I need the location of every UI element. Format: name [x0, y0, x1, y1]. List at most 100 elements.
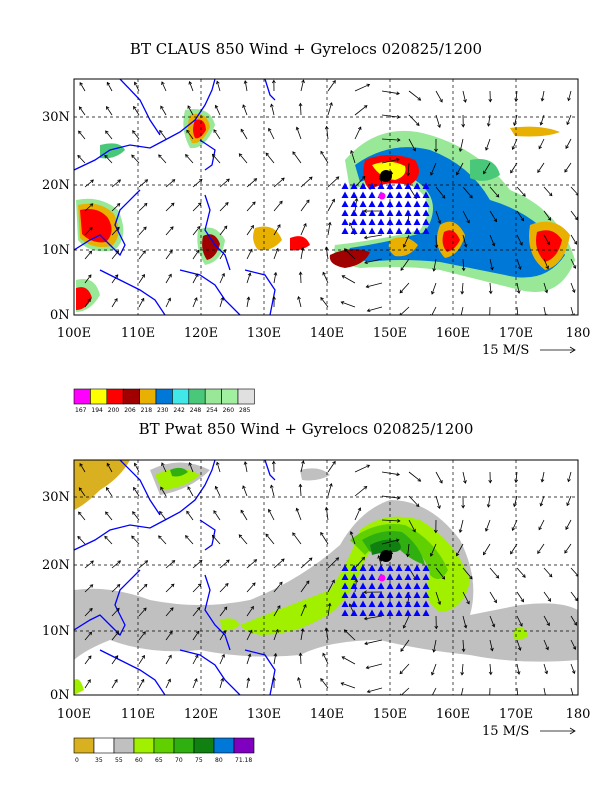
wind-vector	[430, 162, 437, 176]
wind-vector	[165, 274, 172, 284]
wind-vector	[489, 234, 495, 246]
wind-vector-head	[466, 219, 470, 224]
wind-vector	[77, 155, 86, 164]
gyre-triangle	[341, 582, 349, 589]
wind-vector-head	[575, 192, 578, 196]
wind-vector-head	[240, 509, 244, 514]
gyre-triangle	[413, 573, 421, 580]
wind-vector-head	[105, 511, 109, 515]
svg-text:15 M/S: 15 M/S	[482, 724, 529, 739]
wind-vector	[543, 186, 553, 197]
wind-vectors	[77, 79, 578, 315]
gyre-triangle	[413, 609, 421, 616]
wind-vector	[273, 177, 285, 188]
colorbar-swatch	[233, 737, 255, 754]
wind-vector-head	[324, 246, 329, 251]
wind-vector-head	[439, 98, 443, 103]
gyre-triangle	[386, 191, 394, 198]
wind-vector-head	[332, 79, 336, 84]
wind-vector-head	[460, 695, 463, 698]
wind-vector-head	[463, 99, 467, 103]
wind-vector-head	[364, 641, 368, 646]
wind-vector-head	[250, 605, 254, 610]
wind-vector	[541, 90, 545, 101]
wind-vector	[300, 223, 307, 236]
wind-vector	[132, 130, 140, 140]
wind-vector-head	[340, 682, 345, 686]
wind-vector	[273, 201, 283, 212]
wind-vector-head	[213, 510, 217, 514]
gyre-triangle	[377, 591, 385, 598]
gyre-triangle	[404, 209, 412, 216]
colorbar-label: 80	[215, 757, 223, 764]
wind-vector-head	[301, 79, 305, 84]
gyre-triangle	[386, 573, 394, 580]
svg-text:130E: 130E	[247, 707, 281, 722]
panel-2-lon-labels: 100E 110E 120E 130E 140E 150E 160E 170E …	[57, 707, 591, 722]
panel-1-colorbar: 167 194 200 206 218 230 242 248 254 260 285	[73, 388, 255, 414]
svg-text:160E: 160E	[436, 326, 470, 341]
wind-vector-head	[488, 479, 493, 484]
wind-vector	[537, 543, 545, 554]
colorbar-label: 0	[75, 757, 79, 764]
wind-vector-head	[437, 220, 442, 224]
wind-vector-head	[565, 145, 569, 149]
wind-vector-head	[194, 654, 199, 659]
gyre-triangle	[386, 609, 394, 616]
gyre-triangle	[368, 209, 376, 216]
colorbar-swatch	[155, 388, 173, 405]
gyre-triangle	[404, 600, 412, 607]
colorbar-label: 248	[190, 407, 202, 414]
wind-vector-head	[300, 628, 305, 632]
wind-vector-head	[566, 121, 570, 126]
wind-vector-head	[144, 560, 149, 564]
wind-vector	[213, 129, 221, 140]
coastlines	[74, 460, 276, 695]
colorbar-label: 242	[173, 407, 185, 414]
wind-vector-head	[405, 553, 410, 558]
wind-vector-head	[491, 242, 496, 247]
wind-vector-head	[140, 297, 145, 302]
wind-vector	[292, 151, 302, 164]
wind-vector	[381, 519, 400, 522]
wind-vector	[489, 186, 500, 198]
wind-vector-head	[240, 128, 245, 133]
wind-vector	[516, 639, 521, 651]
colorbar-label: 65	[155, 757, 163, 764]
wind-vector	[400, 258, 410, 271]
gyre-triangle	[368, 182, 376, 189]
wind-vector	[219, 249, 226, 260]
wind-vector	[240, 129, 248, 140]
wind-vector-head	[88, 655, 92, 660]
wind-vector	[543, 663, 548, 674]
wind-vector-head	[250, 224, 254, 229]
gyre-triangle	[395, 209, 403, 216]
wind-vector-head	[400, 267, 404, 271]
wind-vector-head	[305, 580, 310, 585]
wind-vector-head	[363, 209, 367, 213]
wind-vector-head	[377, 554, 382, 559]
wind-vector	[512, 138, 518, 150]
gyre-triangle	[341, 573, 349, 580]
wind-vector-head	[329, 483, 333, 487]
gyre-triangle	[422, 191, 430, 198]
wind-vector	[131, 535, 140, 545]
wind-vector-head	[131, 535, 135, 540]
svg-text:160E: 160E	[436, 707, 470, 722]
gyre-triangle	[341, 600, 349, 607]
wind-vector-head	[106, 81, 111, 86]
gyre-triangle	[413, 200, 421, 207]
colorbar-swatch	[188, 388, 206, 405]
gyre-triangle	[395, 200, 403, 207]
wind-vector-head	[273, 271, 278, 276]
gyre-triangle	[350, 609, 358, 616]
wind-vector	[435, 471, 443, 484]
wind-vector	[327, 580, 335, 593]
svg-text:170E: 170E	[499, 326, 533, 341]
wind-vector-head	[77, 154, 81, 159]
gyre-triangle	[404, 582, 412, 589]
wind-vector-head	[297, 296, 301, 300]
wind-vector	[354, 507, 361, 521]
wind-vector-head	[223, 225, 228, 230]
wind-vector	[219, 273, 225, 284]
